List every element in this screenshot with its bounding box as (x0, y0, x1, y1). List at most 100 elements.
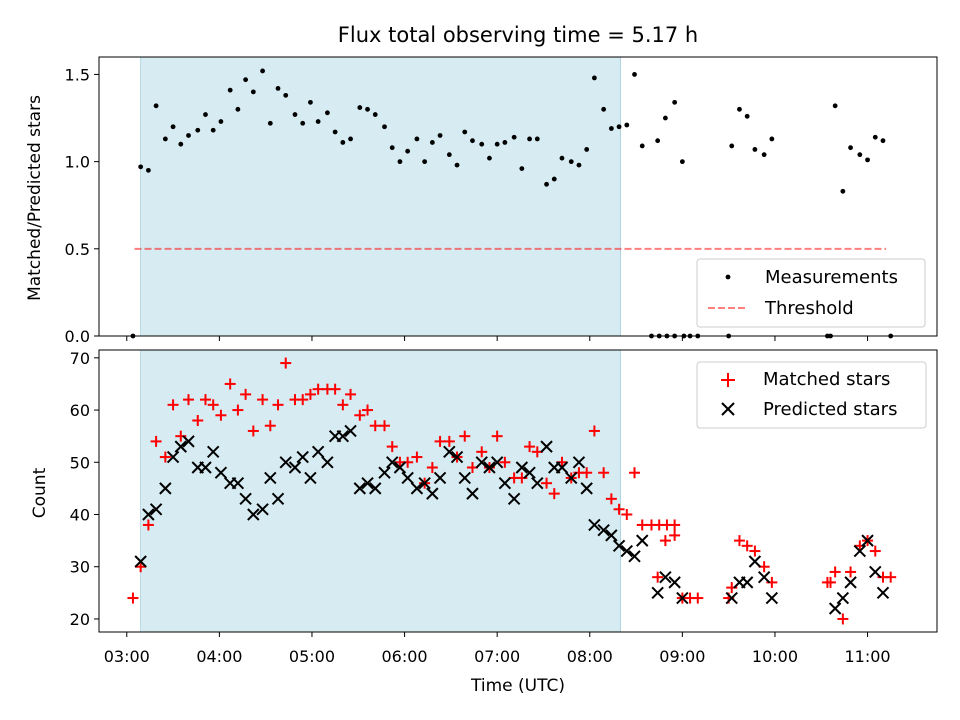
matched-star-point (548, 488, 560, 500)
count-y-tick-label: 40 (70, 506, 90, 525)
measurement-point (235, 106, 241, 112)
legend-predicted-label: Predicted stars (763, 399, 897, 420)
matched-star-point (605, 493, 617, 505)
predicted-star-point (836, 591, 850, 605)
matched-star-point (345, 388, 357, 400)
predicted-star-point (247, 508, 260, 521)
ratio-y-ticks: 0.0 0.5 1.0 1.5 (65, 65, 99, 346)
predicted-star-point (748, 555, 762, 568)
predicted-star-point (256, 503, 269, 516)
matched-star-point (845, 566, 857, 578)
measurement-point (138, 164, 144, 170)
measurement-point (195, 127, 201, 133)
predicted-star-point (386, 456, 399, 469)
measurement-points (130, 68, 894, 339)
matched-star-point (183, 394, 195, 406)
matched-star-point (247, 425, 259, 437)
matched-star-point (659, 535, 671, 547)
x-tick-label: 09:00 (659, 647, 705, 666)
matched-star-point (499, 456, 511, 468)
measurement-point (243, 77, 249, 83)
legend-predicted-marker (721, 402, 735, 416)
measurement-point (153, 103, 159, 109)
predicted-star-point (418, 476, 431, 490)
matched-star-point (150, 435, 162, 447)
predicted-star-point (861, 534, 874, 547)
predicted-star-point (876, 586, 890, 600)
count-y-tick-label: 70 (70, 349, 90, 368)
measurement-point (170, 124, 176, 130)
predicted-star-point (740, 576, 754, 589)
measurement-point (519, 166, 525, 172)
measurement-point (662, 115, 668, 121)
measurement-point (527, 136, 532, 142)
matched-star-point (127, 592, 139, 604)
measurement-point (551, 176, 557, 182)
legend-threshold-label: Threshold (764, 298, 854, 319)
measurement-point (857, 152, 863, 158)
matched-star-point (369, 420, 381, 432)
x-tick-label: 03:00 (104, 647, 150, 666)
measurement-point (250, 89, 256, 95)
predicted-star-point (336, 429, 350, 443)
measurement-point (462, 129, 468, 135)
predicted-star-point (206, 445, 220, 459)
ratio-legend: Measurements Threshold (696, 258, 926, 328)
predicted-star-point (757, 570, 771, 584)
count-panel: 20 30 40 50 60 70 03:00 04:00 05:00 06:00 07:00 08… (30, 349, 938, 696)
predicted-star-point (869, 565, 882, 579)
matched-star-point (232, 404, 244, 416)
predicted-star-point (311, 445, 325, 459)
ratio-panel: 0.0 0.5 1.0 1.5 Matched/Predicted stars Mea… (25, 56, 938, 346)
count-shaded-span (140, 349, 621, 633)
matched-star-point (837, 613, 849, 625)
predicted-star-point (515, 461, 529, 474)
x-tick-label: 06:00 (382, 647, 428, 666)
measurement-point (655, 138, 661, 144)
matched-star-point (869, 545, 881, 557)
matched-star-point (669, 529, 681, 541)
matched-star-point (199, 394, 211, 406)
matched-star-point (386, 441, 398, 453)
predicted-star-point (199, 461, 212, 474)
predicted-star-point (321, 456, 334, 469)
measurement-point (283, 92, 289, 98)
matched-star-point (636, 519, 648, 531)
matched-star-point (825, 576, 837, 588)
measurement-point (769, 136, 775, 142)
matched-star-point (613, 503, 625, 515)
measurement-point (218, 119, 224, 124)
measurement-point (332, 129, 338, 135)
predicted-star-point (523, 466, 536, 479)
measurement-point (186, 133, 191, 138)
measurement-point (502, 140, 508, 145)
matched-star-point (142, 519, 154, 531)
predicted-star-point (166, 450, 180, 464)
matched-star-point (426, 462, 438, 473)
measurement-point (494, 141, 500, 147)
ratio-y-tick-label: 1.5 (65, 65, 90, 84)
matched-star-point (541, 477, 553, 489)
measurement-point (608, 126, 614, 131)
measurement-point (624, 122, 630, 128)
measurement-point (752, 147, 758, 152)
predicted-star-point (628, 550, 641, 563)
predicted-star-point (498, 476, 512, 490)
measurement-point (315, 119, 321, 124)
count-y-tick-label: 30 (70, 558, 90, 577)
measurement-point (679, 159, 685, 165)
matched-star-point (581, 467, 593, 479)
measurement-point (162, 136, 168, 142)
predicted-star-point (134, 555, 147, 568)
predicted-star-point (433, 471, 447, 485)
matched-star-point (885, 571, 897, 583)
predicted-star-point (182, 435, 195, 448)
measurement-point (260, 68, 265, 74)
measurement-point (372, 112, 378, 117)
measurement-point (340, 140, 346, 145)
matched-star-point (741, 540, 753, 552)
measurement-point (534, 136, 540, 142)
measurement-point (632, 72, 637, 77)
measurement-point (325, 110, 330, 116)
